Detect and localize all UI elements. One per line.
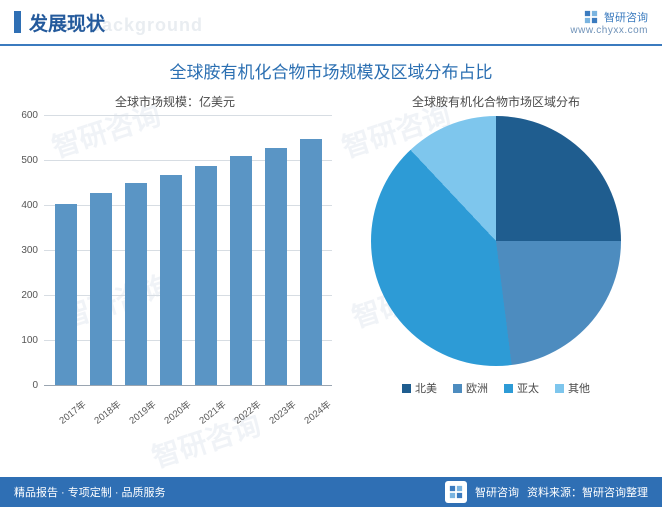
- y-tick: 600: [21, 111, 38, 121]
- brand-url: www.chyxx.com: [570, 25, 648, 36]
- bar-chart-subtitle: 全球市场规模：亿美元: [10, 93, 340, 110]
- bar: [55, 204, 77, 386]
- page-footer: 精品报告 · 专项定制 · 品质服务 智研咨询 资料来源：智研咨询整理: [0, 477, 662, 507]
- x-axis-line: [44, 385, 332, 386]
- y-tick: 0: [32, 381, 38, 391]
- chart-main-title: 全球胺有机化合物市场规模及区域分布占比: [10, 58, 652, 83]
- header-brand: 智研咨询 www.chyxx.com: [570, 9, 648, 36]
- footer-left-text: 精品报告 · 专项定制 · 品质服务: [14, 484, 166, 500]
- x-axis-labels: 2017年2018年2019年2020年2021年2022年2023年2024年: [44, 390, 332, 404]
- legend-swatch: [555, 384, 564, 393]
- bar-plot-area: 0100200300400500600: [44, 116, 332, 386]
- y-axis: 0100200300400500600: [10, 116, 40, 386]
- legend-swatch: [453, 384, 462, 393]
- y-tick: 200: [21, 291, 38, 301]
- legend-label: 北美: [415, 380, 437, 396]
- x-label: 2024年: [300, 402, 326, 427]
- bar-chart-panel: 全球市场规模：亿美元 0100200300400500600 2017年2018…: [10, 93, 340, 453]
- x-label: 2019年: [125, 402, 151, 427]
- legend-label: 亚太: [517, 380, 539, 396]
- footer-source: 资料来源：智研咨询整理: [527, 484, 648, 500]
- footer-brand-logo-icon: [445, 481, 467, 503]
- y-tick: 100: [21, 336, 38, 346]
- legend-swatch: [402, 384, 411, 393]
- legend-item: 亚太: [504, 380, 539, 396]
- pie-legend: 北美 欧洲 亚太 其他: [340, 380, 652, 396]
- bar: [195, 166, 217, 387]
- page-title: 发展现状: [29, 9, 105, 36]
- legend-swatch: [504, 384, 513, 393]
- legend-label: 其他: [568, 380, 590, 396]
- content-area: 全球胺有机化合物市场规模及区域分布占比 全球市场规模：亿美元 010020030…: [0, 46, 662, 476]
- title-accent: [14, 11, 21, 33]
- legend-item: 北美: [402, 380, 437, 396]
- legend-item: 其他: [555, 380, 590, 396]
- y-tick: 500: [21, 156, 38, 166]
- legend-item: 欧洲: [453, 380, 488, 396]
- brand-name: 智研咨询: [604, 9, 648, 25]
- page-header: ent background 发展现状 智研咨询 www.chyxx.com: [0, 0, 662, 46]
- brand-logo-icon: [584, 10, 598, 24]
- bars-container: [44, 116, 332, 386]
- pie-chart-subtitle: 全球胺有机化合物市场区域分布: [340, 93, 652, 110]
- x-label: 2020年: [160, 402, 186, 427]
- legend-label: 欧洲: [466, 380, 488, 396]
- bar: [160, 175, 182, 386]
- bar: [125, 183, 147, 386]
- bar: [300, 139, 322, 387]
- x-label: 2023年: [265, 402, 291, 427]
- pie-wrap: [371, 116, 621, 366]
- y-tick: 400: [21, 201, 38, 211]
- x-label: 2021年: [195, 402, 221, 427]
- x-label: 2018年: [90, 402, 116, 427]
- y-tick: 300: [21, 246, 38, 256]
- bar: [265, 148, 287, 386]
- bar: [230, 156, 252, 386]
- pie-chart-panel: 全球胺有机化合物市场区域分布 北美 欧洲 亚太 其他: [340, 93, 652, 453]
- x-label: 2022年: [230, 402, 256, 427]
- x-label: 2017年: [55, 402, 81, 427]
- pie-chart: [371, 116, 621, 366]
- bar: [90, 193, 112, 387]
- footer-brand-name: 智研咨询: [475, 484, 519, 500]
